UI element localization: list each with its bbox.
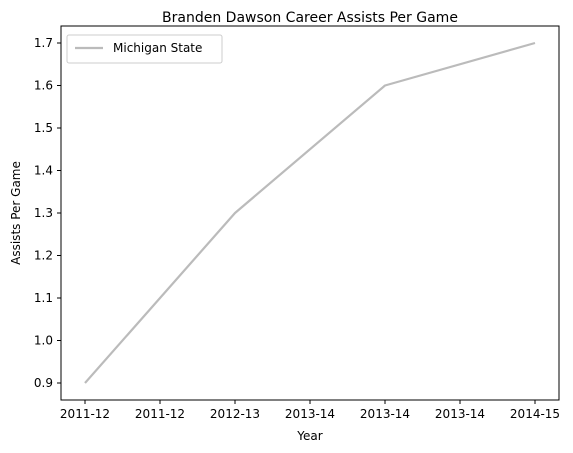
x-tick-label: 2011-12 [135, 407, 185, 421]
x-axis: 2011-12 2011-12 2012-13 2013-14 2013-14 2013-… [60, 400, 560, 421]
chart-title: Branden Dawson Career Assists Per Game [162, 10, 458, 26]
y-axis-label: Assists Per Game [9, 161, 23, 265]
y-tick-label: 1.3 [34, 206, 53, 220]
y-axis: 0.9 1.0 1.1 1.2 1.3 1.4 1.5 1.6 1.7 [34, 36, 61, 390]
x-axis-label: Year [296, 429, 322, 443]
y-tick-label: 1.4 [34, 164, 53, 178]
series-line-michigan-state [84, 41, 536, 384]
y-tick-label: 0.9 [34, 376, 53, 390]
y-tick-label: 1.6 [34, 79, 53, 93]
plot-area [60, 25, 560, 401]
legend-label-michigan-state: Michigan State [113, 41, 202, 55]
legend: Michigan State [66, 34, 223, 64]
x-tick-label: 2013-14 [285, 407, 335, 421]
y-tick-label: 1.1 [34, 291, 53, 305]
x-tick-label: 2014-15 [510, 407, 560, 421]
x-tick-label: 2012-13 [210, 407, 260, 421]
x-tick-label: 2013-14 [360, 407, 410, 421]
x-tick-label: 2013-14 [435, 407, 485, 421]
y-tick-label: 1.0 [34, 334, 53, 348]
series-layer [84, 41, 536, 384]
y-tick-label: 1.2 [34, 249, 53, 263]
x-tick-label: 2011-12 [60, 407, 110, 421]
y-tick-label: 1.5 [34, 121, 53, 135]
y-tick-label: 1.7 [34, 36, 53, 50]
legend-box [66, 34, 223, 64]
